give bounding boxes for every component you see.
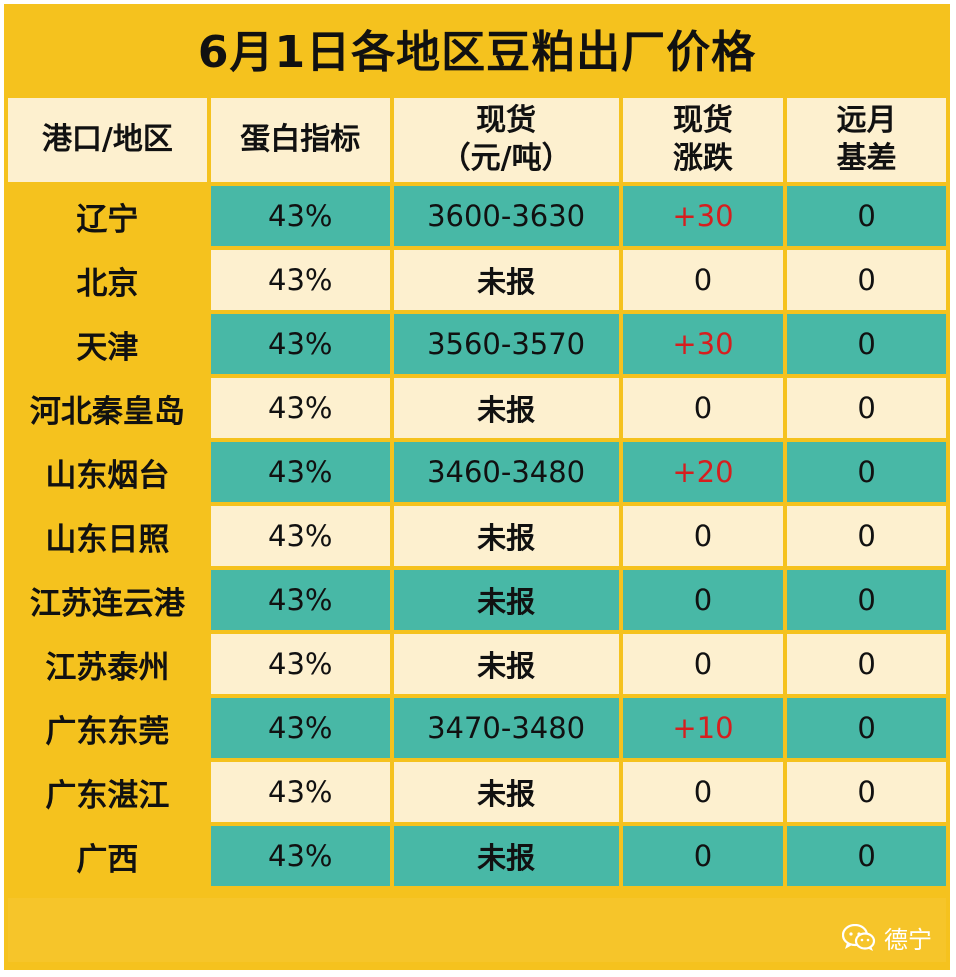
basis-cell: 0 <box>787 570 946 630</box>
header-basis: 远月 基差 <box>787 98 946 182</box>
region-cell: 江苏连云港 <box>8 570 207 630</box>
basis-cell: 0 <box>787 186 946 246</box>
basis-cell: 0 <box>787 442 946 502</box>
change-cell: +30 <box>622 314 784 374</box>
table-row: 广西 43% 未报 0 0 <box>8 826 946 886</box>
change-cell: +10 <box>622 698 784 758</box>
region-cell: 河北秦皇岛 <box>8 378 207 438</box>
watermark-text: 德宁 <box>884 926 932 954</box>
basis-cell: 0 <box>787 314 946 374</box>
wechat-icon <box>842 923 876 951</box>
basis-cell: 0 <box>787 378 946 438</box>
region-cell: 山东日照 <box>8 506 207 566</box>
protein-cell: 43% <box>210 634 390 694</box>
spot-price-cell: 未报 <box>393 762 619 822</box>
spot-price-cell: 3460-3480 <box>393 442 619 502</box>
basis-cell: 0 <box>787 826 946 886</box>
header-spot-line2: （元/吨） <box>440 141 572 176</box>
change-cell: +20 <box>622 442 784 502</box>
region-cell: 江苏泰州 <box>8 634 207 694</box>
protein-cell: 43% <box>210 762 390 822</box>
footer-bar <box>8 898 946 962</box>
header-change-line1: 现货 <box>672 103 733 138</box>
change-cell: +30 <box>622 186 784 246</box>
table-row: 山东烟台 43% 3460-3480 +20 0 <box>8 442 946 502</box>
protein-cell: 43% <box>210 250 390 310</box>
basis-cell: 0 <box>787 698 946 758</box>
spot-price-cell: 未报 <box>393 378 619 438</box>
table-row: 江苏泰州 43% 未报 0 0 <box>8 634 946 694</box>
region-cell: 山东烟台 <box>8 442 207 502</box>
basis-cell: 0 <box>787 762 946 822</box>
table-row: 广东湛江 43% 未报 0 0 <box>8 762 946 822</box>
change-cell: 0 <box>622 826 784 886</box>
spot-price-cell: 3560-3570 <box>393 314 619 374</box>
basis-cell: 0 <box>787 506 946 566</box>
table-row: 江苏连云港 43% 未报 0 0 <box>8 570 946 630</box>
spot-price-cell: 3600-3630 <box>393 186 619 246</box>
spot-price-cell: 未报 <box>393 250 619 310</box>
change-cell: 0 <box>622 250 784 310</box>
change-cell: 0 <box>622 634 784 694</box>
price-table: 港口/地区 蛋白指标 现货 （元/吨） 现货 涨跌 远月 基差 辽宁 43% 360… <box>4 94 950 890</box>
change-cell: 0 <box>622 570 784 630</box>
spot-price-cell: 3470-3480 <box>393 698 619 758</box>
table-row: 天津 43% 3560-3570 +30 0 <box>8 314 946 374</box>
protein-cell: 43% <box>210 378 390 438</box>
header-basis-line1: 远月 <box>836 103 897 138</box>
region-cell: 广西 <box>8 826 207 886</box>
region-cell: 天津 <box>8 314 207 374</box>
change-cell: 0 <box>622 762 784 822</box>
protein-cell: 43% <box>210 826 390 886</box>
change-cell: 0 <box>622 378 784 438</box>
table-row: 河北秦皇岛 43% 未报 0 0 <box>8 378 946 438</box>
protein-cell: 43% <box>210 506 390 566</box>
protein-cell: 43% <box>210 186 390 246</box>
region-cell: 广东东莞 <box>8 698 207 758</box>
protein-cell: 43% <box>210 570 390 630</box>
region-cell: 辽宁 <box>8 186 207 246</box>
basis-cell: 0 <box>787 250 946 310</box>
page-title: 6月1日各地区豆粕出厂价格 <box>197 27 757 78</box>
change-cell: 0 <box>622 506 784 566</box>
table-row: 广东东莞 43% 3470-3480 +10 0 <box>8 698 946 758</box>
header-protein: 蛋白指标 <box>210 98 390 182</box>
basis-cell: 0 <box>787 634 946 694</box>
table-header-row: 港口/地区 蛋白指标 现货 （元/吨） 现货 涨跌 远月 基差 <box>8 98 946 182</box>
header-region: 港口/地区 <box>8 98 207 182</box>
spot-price-cell: 未报 <box>393 506 619 566</box>
region-cell: 广东湛江 <box>8 762 207 822</box>
watermark: 德宁 <box>842 920 932 955</box>
header-change: 现货 涨跌 <box>622 98 784 182</box>
header-basis-line2: 基差 <box>836 141 897 176</box>
table-row: 辽宁 43% 3600-3630 +30 0 <box>8 186 946 246</box>
table-row: 北京 43% 未报 0 0 <box>8 250 946 310</box>
table-row: 山东日照 43% 未报 0 0 <box>8 506 946 566</box>
header-spot: 现货 （元/吨） <box>393 98 619 182</box>
table-body: 辽宁 43% 3600-3630 +30 0 北京 43% 未报 0 0 天津 43% 3560-357… <box>8 186 946 886</box>
spot-price-cell: 未报 <box>393 570 619 630</box>
protein-cell: 43% <box>210 442 390 502</box>
protein-cell: 43% <box>210 698 390 758</box>
spot-price-cell: 未报 <box>393 634 619 694</box>
spot-price-cell: 未报 <box>393 826 619 886</box>
header-change-line2: 涨跌 <box>672 141 733 176</box>
header-spot-line1: 现货 <box>476 103 537 138</box>
region-cell: 北京 <box>8 250 207 310</box>
price-table-frame: 6月1日各地区豆粕出厂价格 港口/地区 蛋白指标 现货 （元/吨） 现货 涨跌 … <box>4 4 950 970</box>
protein-cell: 43% <box>210 314 390 374</box>
